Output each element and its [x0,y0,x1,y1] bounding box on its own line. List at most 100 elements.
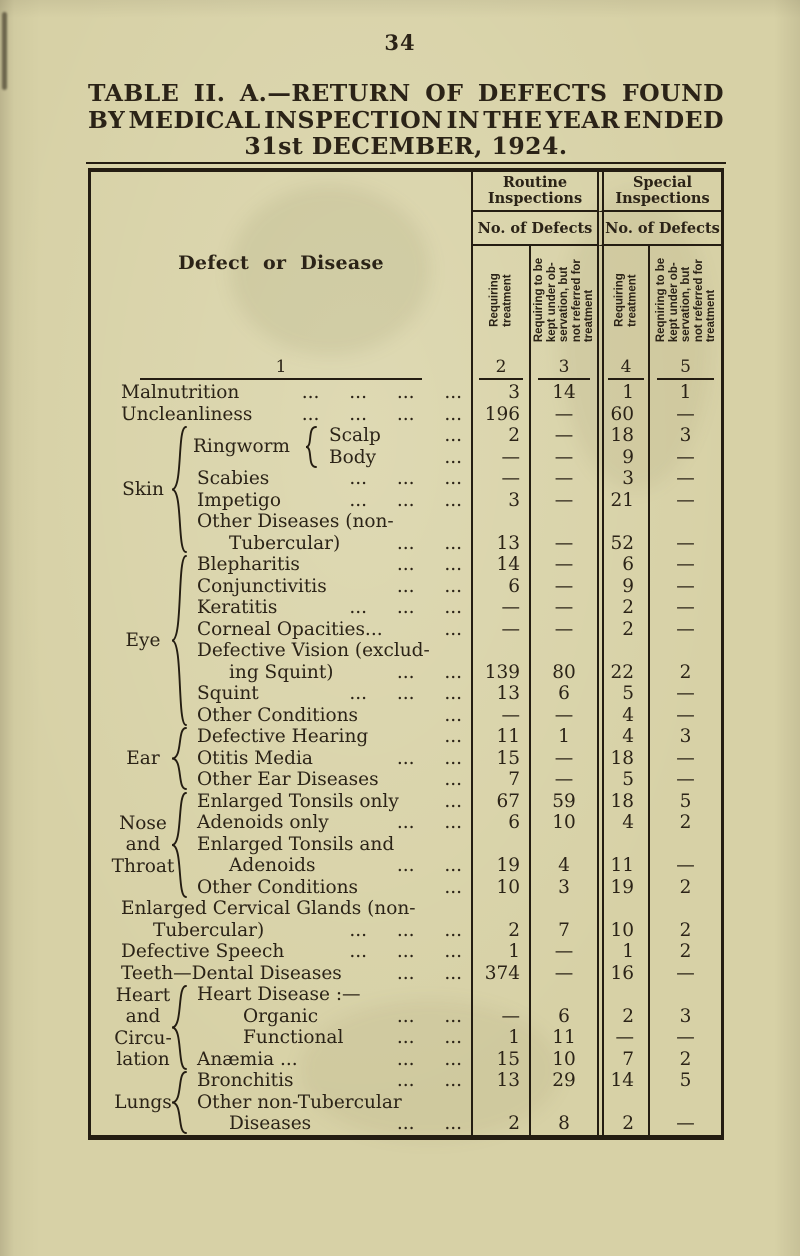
column-number-rule [608,378,644,380]
special-observation-value [648,984,721,1006]
row-label: Enlarged Tonsils only... [91,790,473,812]
routine-observation-value: — [529,446,597,468]
routine-observation-value: — [529,941,597,963]
row-label-text: Enlarged Tonsils only [197,790,399,812]
special-requiring-treatment-value: 16 [597,962,648,984]
special-observation-value: — [648,833,721,877]
column-number-5: 5 [648,354,721,382]
special-observation-value: 2 [648,898,721,941]
routine-requiring-treatment-value: 139 [484,661,520,683]
row-label: Conjunctivitis ... ... [91,575,473,597]
routine-requiring-treatment-value: 13 [496,683,520,704]
routine-observation-value: 14 [529,382,597,404]
routine-observation-value: 3 [529,876,597,898]
title-word: A.—RETURN [239,79,411,107]
leader-dots: ... [444,704,462,726]
title-word: TABLE [88,79,180,107]
special-observation-value: 2 [648,812,721,834]
routine-requiring-treatment-value: 11 [496,726,520,747]
routine-requiring-treatment-value: — [501,468,521,489]
row-label-text: Heart Disease :— [197,984,361,1005]
title-word: BY [88,105,126,134]
row-label: Defective Speech ... ... ... [91,941,473,963]
table-top-rule [86,162,726,164]
special-observation-value: 5 [648,790,721,812]
leader-dots: ... ... ... ... [301,403,462,425]
special-observation-value: — [648,403,721,425]
leader-dots: ... ... [396,554,462,575]
leader-dots: ... ... ... [349,597,462,618]
special-observation-value: 5 [648,1070,721,1092]
row-label-text: Keratitis [197,597,278,618]
title-word: FOUND [621,79,724,107]
column-number-text: 3 [558,357,570,377]
leader-dots: ... ... ... [349,941,462,962]
special-observation-value: — [648,468,721,490]
special-observation-value: — [648,1091,721,1135]
leader-dots: ... ... [396,962,462,984]
routine-observation-value: — [529,468,597,490]
row-label-text: Tubercular) [153,919,265,941]
column-number-text: 4 [620,357,632,377]
row-label-line1: Enlarged Cervical Glands (non- [121,898,416,919]
leader-dots: ... ... [396,532,462,554]
row-label-text: Tubercular) [229,532,341,554]
routine-requiring-treatment-value: 2 [508,1113,520,1134]
special-requiring-treatment-value: 2 [597,1091,648,1135]
routine-observation-value: 6 [529,1005,597,1027]
row-label-text: Scalp [329,425,381,446]
row-label-text: Diseases [229,1113,312,1134]
row-label-text: Other Conditions [197,876,359,898]
no-of-defects-routine-header: No. of Defects [473,212,597,246]
special-observation-value: — [648,597,721,619]
leader-dots: ... [444,446,462,468]
row-label: Teeth—Dental Diseases ... ... [91,962,473,984]
row-label-text: Anæmia ... [197,1048,298,1070]
row-label: Bronchitis ... ... [91,1070,473,1092]
routine-observation-value: — [529,962,597,984]
row-label: Corneal Opacities...... [91,618,473,640]
routine-observation-value: — [529,597,597,619]
routine-requiring-treatment-value: 67 [496,790,520,812]
routine-requiring-treatment-value: 196 [484,403,520,425]
special-requiring-treatment-value: 5 [597,769,648,791]
special-requiring-treatment-value: 60 [597,403,648,425]
special-requiring-treatment-value: 3 [597,468,648,490]
special-requiring-treatment-value: 7 [597,1048,648,1070]
column-number-rule [537,378,591,380]
row-label: Blepharitis ... ... [91,554,473,576]
routine-requiring-treatment-value: 10 [496,876,520,898]
column-number-4: 4 [597,354,648,382]
row-label: Adenoids only ... ... [91,812,473,834]
row-label-text: Adenoids [229,855,316,876]
special-observation-value: — [648,747,721,769]
row-label-text: Malnutrition [121,382,240,403]
row-label-text: Teeth—Dental Diseases [121,962,342,984]
row-label: Body... [91,446,473,468]
column-number-2: 2 [473,354,529,382]
title-line-3: 31st DECEMBER, 1924. [244,132,568,160]
special-requiring-treatment-value [597,984,648,1006]
routine-observation-value [529,984,597,1006]
row-label-text: Other Ear Diseases [197,769,379,790]
special-requiring-treatment-value: 18 [597,747,648,769]
special-observation-value: — [648,554,721,576]
special-requiring-treatment-value: 10 [597,898,648,941]
column-number-rule [140,378,422,380]
leader-dots: ... ... [396,1070,462,1091]
routine-requiring-treatment-value [473,984,529,1006]
row-label-text: Organic [243,1005,319,1027]
leader-dots: ... ... ... ... [301,382,462,403]
routine-observation-value: — [529,575,597,597]
routine-requiring-treatment-value: — [501,597,521,618]
row-label: Scabies ... ... ... [91,468,473,490]
row-label: Otitis Media ... ... [91,747,473,769]
routine-requiring-treatment-value: — [501,704,521,726]
leader-dots: ... ... [396,1113,462,1134]
special-observation-value: 3 [648,1005,721,1027]
leader-dots: ... [444,425,462,446]
leader-dots: ... ... [396,575,462,597]
row-label-text: Defective Hearing [197,726,369,747]
routine-requiring-treatment-value: 7 [508,769,520,790]
row-label-text: Blepharitis [197,554,300,575]
